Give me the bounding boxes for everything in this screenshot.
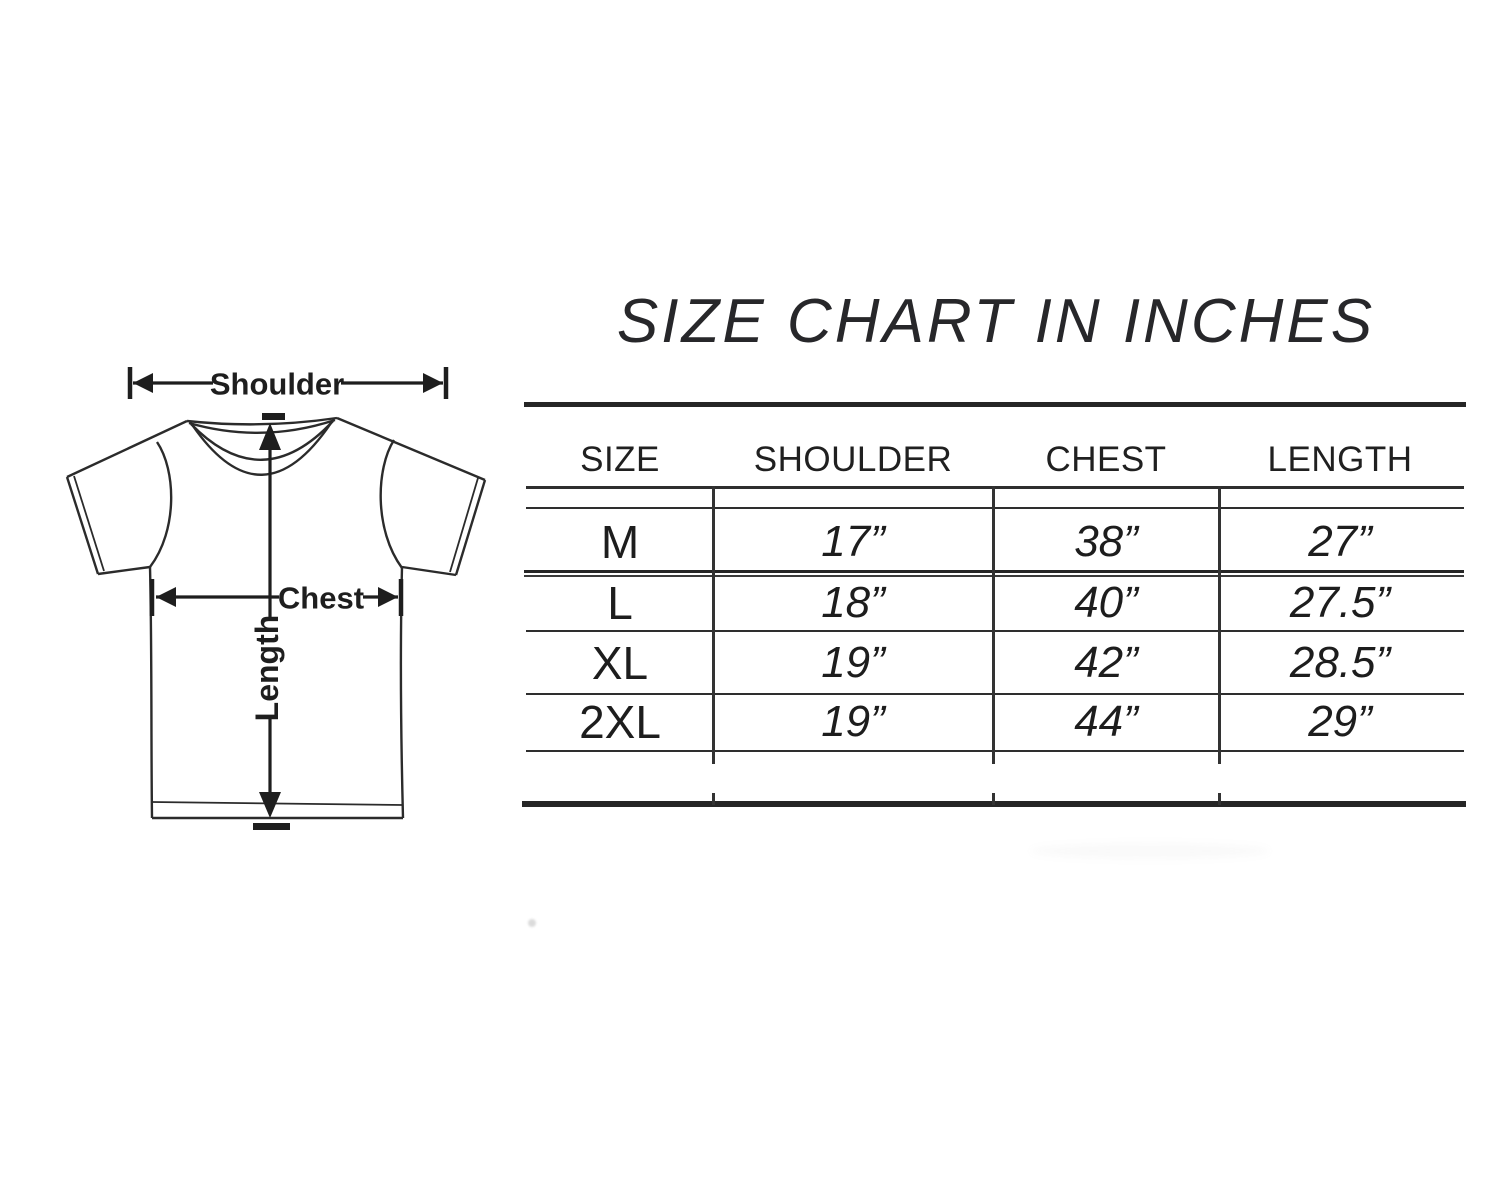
shoulder-dimension: Shoulder bbox=[127, 366, 449, 402]
left-sleeve-bottom bbox=[97, 565, 151, 576]
right-sleeve-cuff bbox=[454, 479, 487, 576]
size-cell: XL bbox=[591, 637, 649, 689]
value-cell: 38” bbox=[1074, 517, 1138, 566]
table-top-rule bbox=[524, 402, 1466, 407]
shoulder-dim-right-arrowhead bbox=[423, 373, 443, 393]
collar-front-line bbox=[192, 422, 332, 476]
value-cell: 44” bbox=[1074, 697, 1138, 746]
shoulder-label-backing bbox=[213, 366, 341, 399]
chest-dim-label: Chest bbox=[278, 581, 364, 616]
collar-rib-line-1 bbox=[188, 418, 336, 434]
hem-inner-line bbox=[151, 801, 404, 806]
spacer-row-rule bbox=[526, 507, 1464, 509]
value-cell: 18” bbox=[821, 578, 885, 627]
left-shoulder-seam bbox=[66, 419, 188, 479]
value-cell: 17” bbox=[821, 517, 885, 566]
row-xl-bottom-rule bbox=[526, 693, 1464, 695]
value-cell: 27.5” bbox=[1289, 578, 1391, 627]
column-divider-3-stub bbox=[1218, 793, 1221, 805]
shoulder-dim-label: Shoulder bbox=[210, 367, 344, 402]
row-l-bottom-rule bbox=[526, 630, 1464, 632]
value-cell: 28.5” bbox=[1289, 638, 1391, 687]
value-cell: 19” bbox=[821, 638, 885, 687]
scan-artifact bbox=[1030, 843, 1270, 859]
length-dim-top-arrowhead bbox=[259, 423, 281, 450]
size-cell: 2XL bbox=[579, 696, 661, 748]
column-divider-1 bbox=[712, 486, 715, 764]
right-sleeve-cuff-hem bbox=[449, 477, 479, 573]
header-cell-size: SIZE bbox=[580, 440, 660, 479]
column-divider-1-stub bbox=[712, 793, 715, 805]
chest-dim-left-arrowhead bbox=[156, 587, 176, 607]
collar-tag-mark bbox=[262, 413, 285, 420]
size-cell: M bbox=[600, 516, 640, 568]
header-cell-chest: CHEST bbox=[1045, 440, 1167, 479]
column-divider-2-stub bbox=[992, 793, 995, 805]
length-dim-bottom-arrowhead bbox=[259, 792, 281, 818]
right-armhole bbox=[379, 439, 403, 569]
value-cell: 27” bbox=[1308, 517, 1372, 566]
shoulder-dim-left-arrowhead bbox=[133, 373, 153, 393]
scan-artifact-dot bbox=[528, 919, 536, 927]
tshirt-outline bbox=[65, 416, 487, 820]
header-cell-length: LENGTH bbox=[1267, 440, 1413, 479]
chest-label-backing bbox=[279, 581, 363, 613]
right-sleeve-bottom bbox=[401, 565, 457, 577]
column-divider-2 bbox=[992, 486, 995, 764]
collar-back-line bbox=[186, 416, 338, 426]
value-cell: 40” bbox=[1074, 578, 1138, 627]
row-2xl-bottom-rule bbox=[526, 750, 1464, 752]
left-sleeve-cuff-hem bbox=[73, 475, 105, 572]
right-shoulder-seam bbox=[336, 416, 486, 482]
header-cell-shoulder: SHOULDER bbox=[753, 440, 953, 479]
value-cell: 19” bbox=[821, 697, 885, 746]
chest-dimension: Chest bbox=[149, 579, 404, 616]
value-cell: 42” bbox=[1074, 638, 1138, 687]
length-dim-end-tick bbox=[253, 823, 290, 830]
size-cell: L bbox=[607, 577, 633, 629]
collar-rib-line-2 bbox=[190, 420, 334, 461]
column-divider-3 bbox=[1218, 486, 1221, 764]
left-armhole bbox=[149, 441, 173, 568]
tshirt-measurement-diagram: Shoulder Length Chest bbox=[65, 366, 487, 830]
header-bottom-rule bbox=[526, 486, 1464, 489]
length-dim-label: Length bbox=[249, 615, 285, 722]
left-sleeve-cuff bbox=[65, 476, 100, 575]
value-cell: 29” bbox=[1308, 697, 1372, 746]
length-dimension: Length bbox=[248, 423, 290, 830]
length-label-backing bbox=[248, 621, 286, 715]
page-title: SIZE CHART IN INCHES bbox=[616, 287, 1376, 356]
chest-dim-right-arrowhead bbox=[378, 587, 398, 607]
